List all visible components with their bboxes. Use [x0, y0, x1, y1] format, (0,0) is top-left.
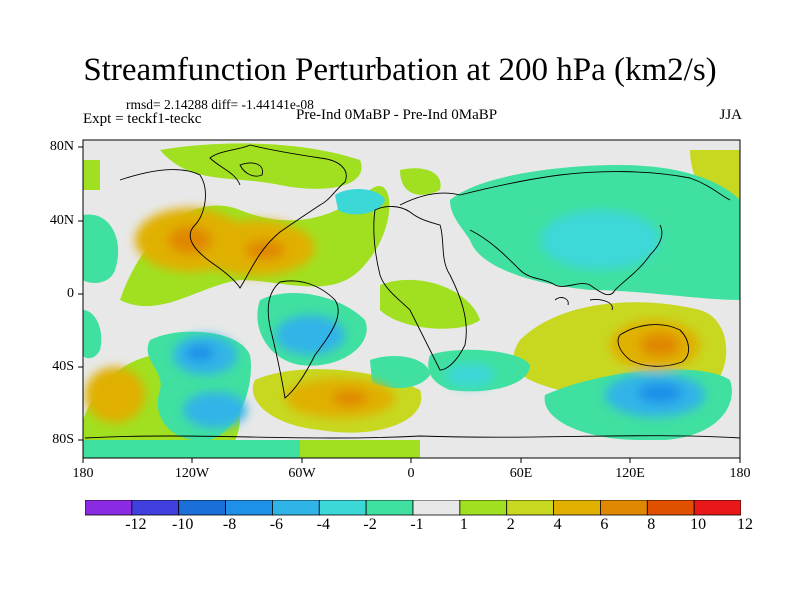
colorbar-swatch — [646, 500, 695, 516]
colorbar-label: 12 — [737, 516, 753, 533]
lat-label: 40S — [52, 359, 74, 374]
lon-label: 0 — [407, 466, 415, 481]
experiment-label: Expt = teckf1-teckc — [83, 111, 202, 127]
colorbar-swatch — [365, 500, 414, 516]
colorbar — [85, 500, 741, 516]
plot-title: Streamfunction Perturbation at 200 hPa (… — [83, 52, 717, 88]
lon-label: 120W — [174, 466, 210, 481]
colorbar-label: -2 — [363, 516, 377, 533]
colorbar-swatch — [506, 500, 554, 516]
colorbar-label: 10 — [690, 516, 707, 533]
colorbar-swatch — [693, 500, 741, 516]
colorbar-label: -4 — [316, 516, 330, 533]
colorbar-swatch — [131, 500, 180, 516]
colorbar-swatch — [553, 500, 601, 516]
colorbar-label: 8 — [647, 516, 656, 533]
colorbar-swatch — [318, 500, 367, 516]
colorbar-swatch — [178, 500, 226, 516]
map-field — [83, 140, 740, 458]
lat-label: 0 — [67, 286, 74, 301]
colorbar-label: 2 — [506, 516, 515, 533]
colorbar-label: -6 — [269, 516, 284, 533]
lon-label: 60E — [509, 466, 533, 481]
lon-label: 60W — [288, 466, 316, 481]
colorbar-label: 6 — [600, 516, 609, 533]
colorbar-label: -12 — [125, 516, 147, 533]
stats-label: rmsd= 2.14288 diff= -1.44141e-08 — [126, 97, 314, 112]
colorbar-label: -10 — [172, 516, 194, 533]
lon-label: 120E — [615, 466, 645, 481]
colorbar-label: -1 — [410, 516, 424, 533]
colorbar-label: 1 — [459, 516, 468, 533]
center-label: Pre-Ind 0MaBP - Pre-Ind 0MaBP — [296, 107, 498, 123]
colorbar-label: 4 — [553, 516, 562, 533]
coastlines — [84, 144, 740, 439]
colorbar-swatch — [459, 500, 508, 516]
colorbar-swatch — [412, 500, 461, 516]
season-label: JJA — [719, 107, 742, 123]
lat-label: 80S — [52, 432, 74, 447]
lon-label: 180 — [729, 466, 751, 481]
colorbar-swatch — [85, 500, 133, 516]
lon-label: 180 — [72, 466, 94, 481]
axis-ticks — [78, 146, 741, 463]
contour-cores — [85, 208, 705, 428]
lat-label: 80N — [49, 139, 74, 154]
colorbar-swatch — [225, 500, 273, 516]
colorbar-swatch — [272, 500, 320, 516]
colorbar-label: -8 — [222, 516, 237, 533]
colorbar-swatch — [600, 500, 648, 516]
lat-label: 40N — [49, 213, 74, 228]
